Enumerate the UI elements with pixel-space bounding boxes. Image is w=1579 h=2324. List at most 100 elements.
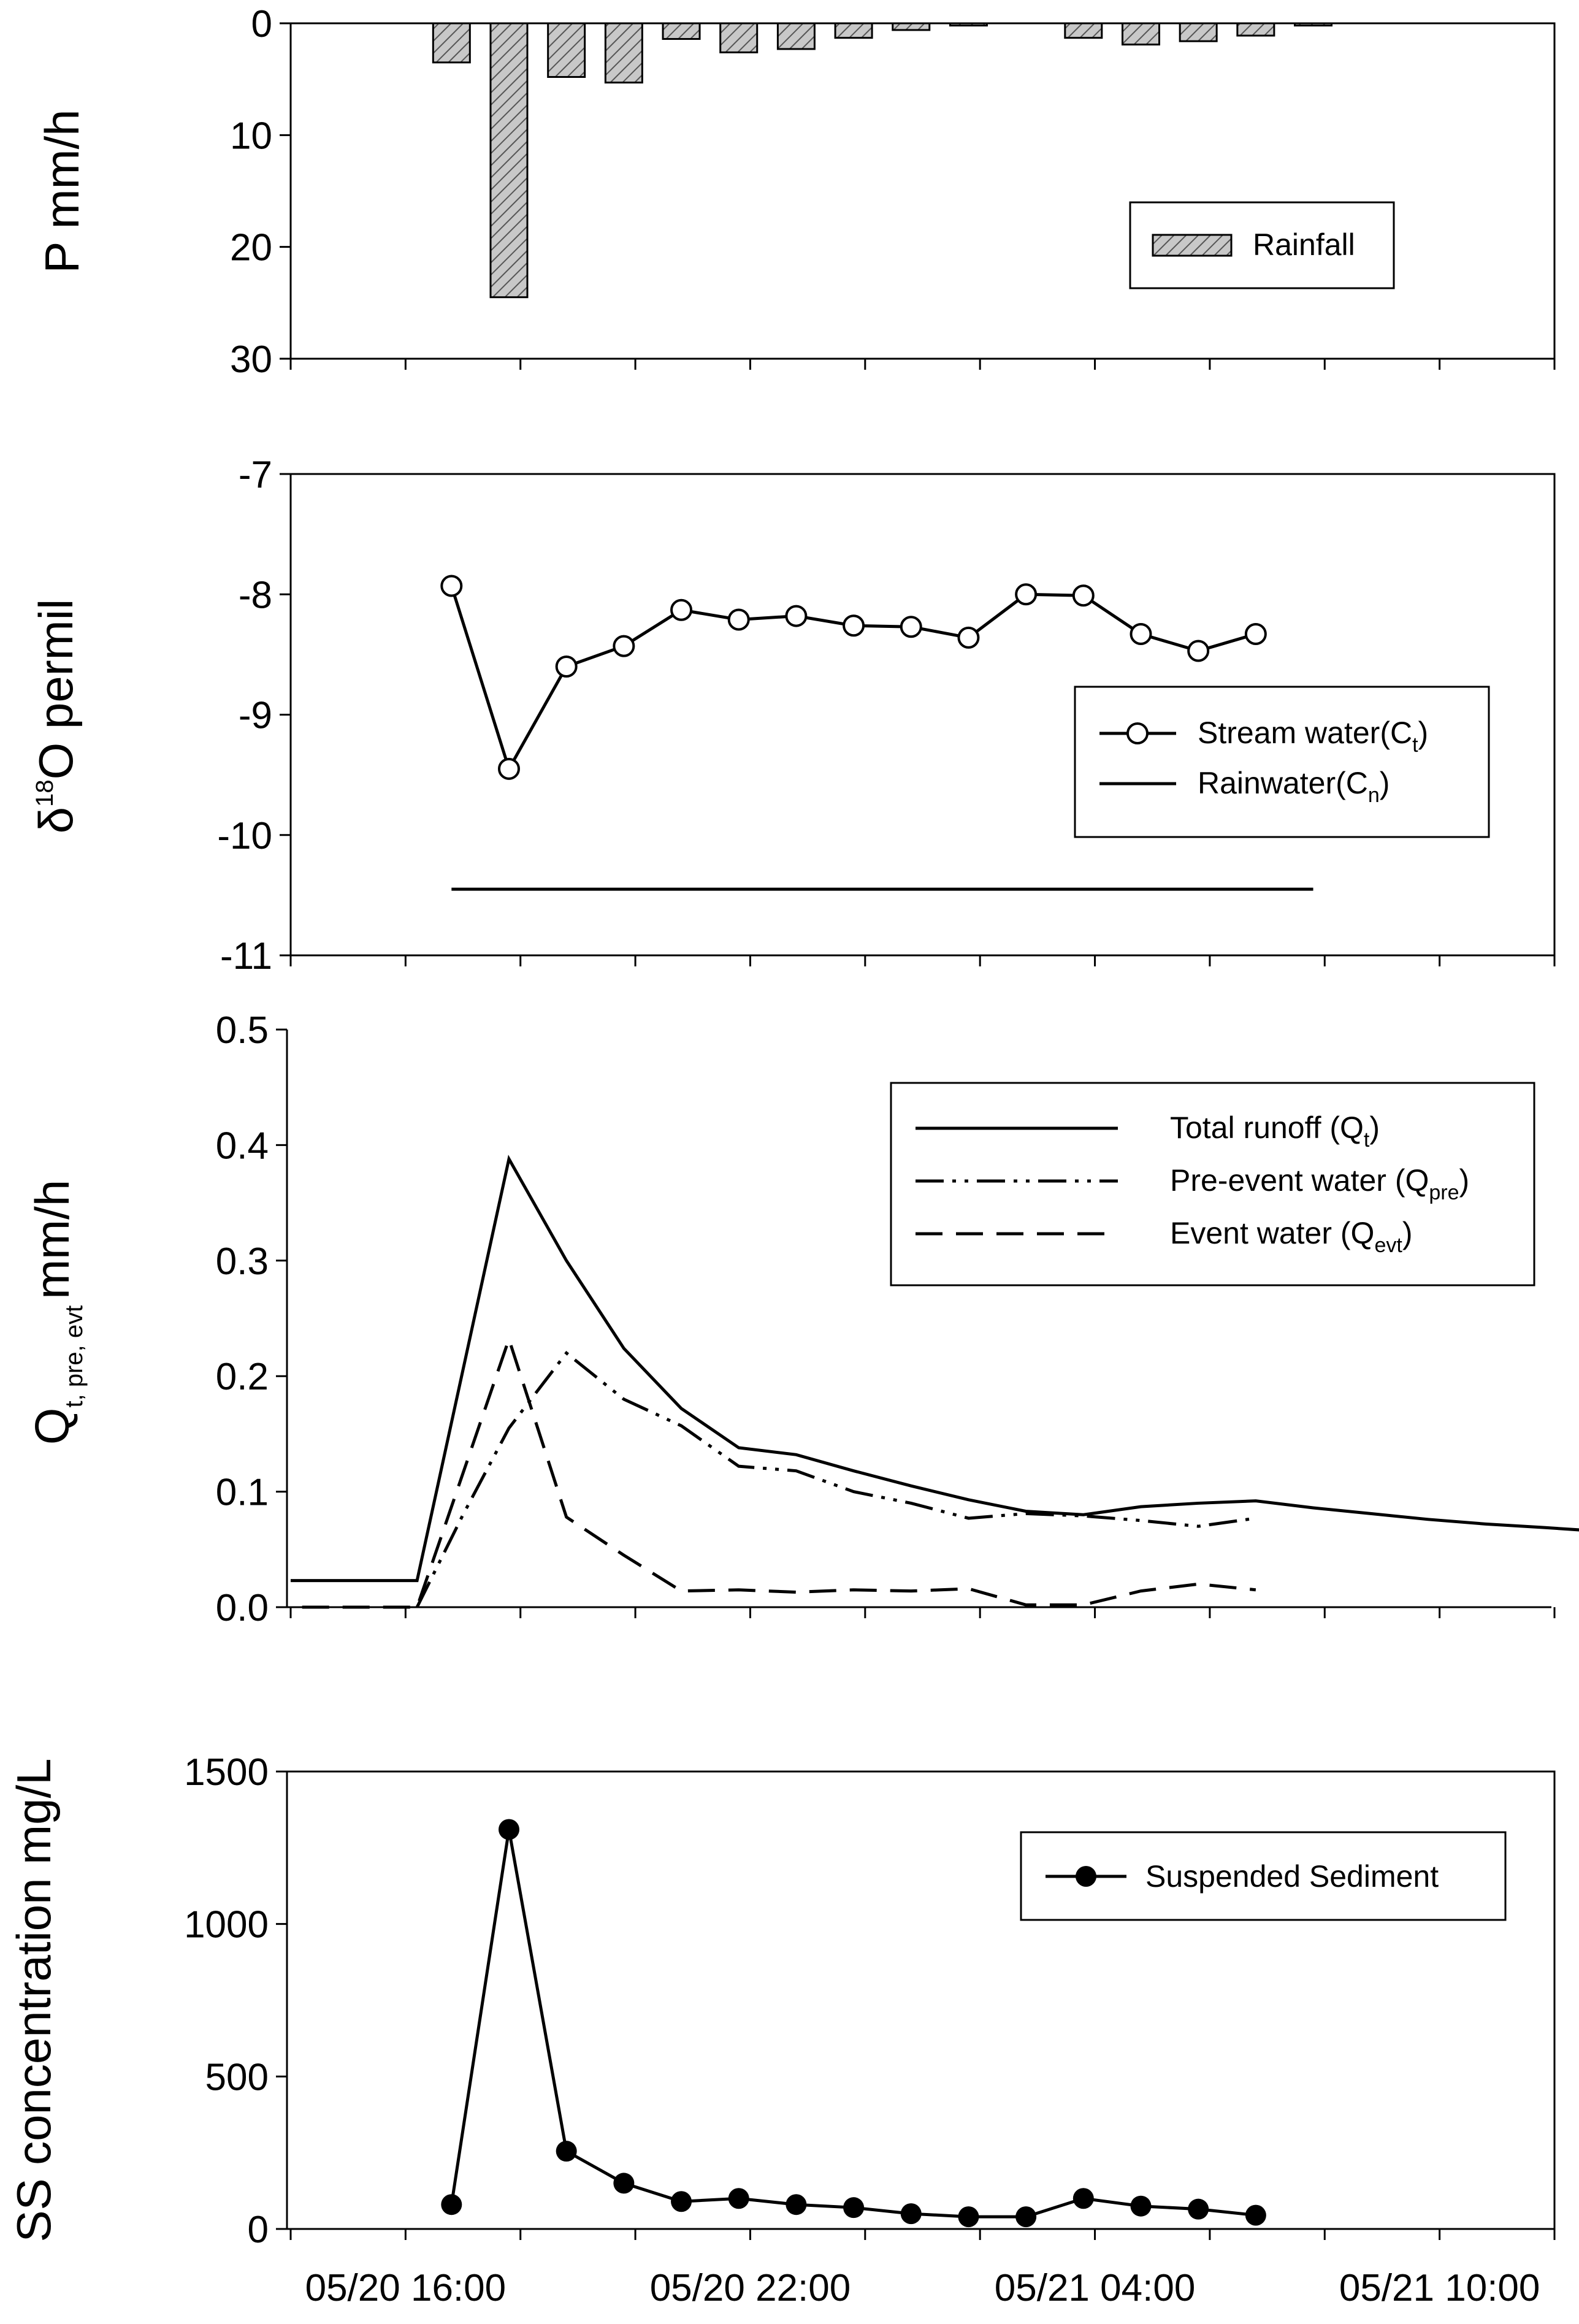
y-tick-label: -9 [239,695,272,737]
suspended-sediment-point [786,2194,807,2215]
x-tick-label: 05/20 16:00 [305,2267,507,2309]
legend-label-stream-end: ) [1418,716,1429,750]
axis-ticks: 0 10 20 30 [230,3,1556,381]
suspended-sediment-point [613,2173,635,2194]
axes-frame [289,22,1556,360]
y-axis-title-main: Q [25,1408,79,1445]
total-runoff-line [291,1155,1579,1583]
legend: Total runoff (Qt) Pre-event water (Qpre)… [890,1082,1535,1286]
sediment-series [441,1819,1266,2228]
suspended-sediment-point [671,2191,692,2212]
legend-box [1074,686,1490,838]
y-tick-label: 0 [248,2209,269,2251]
stream-water-point [727,608,750,631]
suspended-sediment-point [1130,2195,1152,2217]
y-tick-label: 0.0 [216,1587,269,1629]
panel-isotope: -7 -8 -9 -10 -11 δ18O permil Stream water(Ct… [29,454,1556,977]
y-tick-label: 0.2 [216,1356,269,1398]
legend-label-stream-sub: t [1412,733,1418,757]
x-tick-label: 05/21 04:00 [995,2267,1196,2309]
legend-label-sediment: Suspended Sediment [1145,1859,1439,1894]
stream-water-point [1130,623,1152,646]
rainfall-bar [432,22,471,64]
suspended-sediment-point [441,2194,462,2215]
rainfall-bar [892,22,931,31]
y-tick-label: 10 [230,115,272,157]
legend-swatch-rainfall [1152,234,1233,257]
stream-water-point [1015,583,1038,606]
suspended-sediment-point [498,1819,519,1840]
legend-label-rainfall: Rainfall [1253,227,1355,262]
x-tick-label: 05/21 10:00 [1339,2267,1540,2309]
rainfall-bar [949,22,988,27]
stream-water-point [900,616,922,638]
suspended-sediment-point [1072,2188,1094,2209]
legend-marker-stream [1126,722,1149,744]
legend-label-event-end: ) [1402,1216,1413,1250]
y-tick-label: -7 [239,454,272,496]
panel-runoff: 0.0 0.1 0.2 0.3 0.4 0.5 Qt, pre, evt mm/h Tota… [25,1009,1579,1629]
suspended-sediment-point [728,2188,749,2209]
legend-label-event-sub: evt [1374,1234,1402,1257]
y-axis-title: P mm/h [35,109,89,273]
legend-label-event-main: Event water (Q [1170,1216,1374,1250]
legend-label-pre-sub: pre [1429,1181,1459,1204]
event-water-line [302,1334,1256,1609]
stream-water-point [843,614,865,637]
axis-ticks: 0 500 1000 1500 [184,1751,1556,2251]
rainfall-bar [1121,22,1160,46]
y-axis-title-rest: O permil [29,599,83,780]
suspended-sediment-point [843,2197,865,2219]
legend: Suspended Sediment [1020,1831,1507,1921]
stream-water-point [555,656,578,678]
stream-water-point [957,626,980,649]
stream-water-point [497,757,520,780]
isotope-series [440,575,1313,891]
y-tick-label: 0.5 [216,1009,269,1052]
suspended-sediment-point [1015,2206,1037,2228]
y-axis-title: Qt, pre, evt mm/h [25,1180,88,1445]
y-axis-label: δ18O permil [29,599,83,834]
rainfall-bar [719,22,759,53]
stream-water-point [785,605,808,627]
legend-box [890,1082,1535,1286]
rainfall-bar [1236,22,1275,37]
legend-marker-sediment [1076,1866,1096,1887]
stream-water-point [1244,623,1267,646]
runoff-series [291,1155,1579,1609]
legend-label-total: Total runoff (Qt) [1170,1110,1380,1152]
suspended-sediment-point [1245,2204,1266,2226]
y-tick-label: 30 [230,338,272,381]
stream-water-point [1072,584,1095,607]
y-axis-label: P mm/h [35,109,89,273]
axes-frame [286,1770,1556,2230]
y-axis-title-rest: mm/h [25,1180,79,1299]
legend-label-pre: Pre-event water (Qpre) [1170,1163,1469,1204]
y-axis-title-sub: t, pre, evt [61,1305,88,1408]
axis-ticks: 0.0 0.1 0.2 0.3 0.4 0.5 [216,1009,1556,1629]
rainfall-bar [662,22,701,40]
rainfall-bar [604,22,643,84]
stream-water-point [670,598,693,621]
rainfall-bar [1064,22,1103,39]
axis-ticks: -7 -8 -9 -10 -11 [217,454,1556,977]
legend-label-total-sub: t [1364,1128,1370,1152]
legend: Stream water(Ct) Rainwater(Cn) [1074,686,1490,838]
x-tick-labels: 05/20 16:00 05/20 22:00 05/21 04:00 05/21 1… [305,2267,1540,2309]
rainfall-bar [834,22,873,39]
legend-label-stream-main: Stream water(C [1198,716,1412,750]
y-tick-label: -8 [239,574,272,616]
rainfall-bars [432,22,1333,299]
y-axis-title-sup: 18 [31,779,58,807]
y-axis-title: SS concentration mg/L [7,1758,61,2242]
stream-water-point [440,575,463,597]
rainfall-bar [1179,22,1218,42]
rainfall-bar [489,22,529,299]
y-tick-label: -11 [220,935,272,977]
y-axis-title: δ18O permil [29,599,83,834]
suspended-sediment-point [1188,2198,1209,2220]
y-tick-label: -10 [217,815,272,857]
stream-water-point [1187,640,1210,662]
legend-label-event: Event water (Qevt) [1170,1216,1412,1257]
